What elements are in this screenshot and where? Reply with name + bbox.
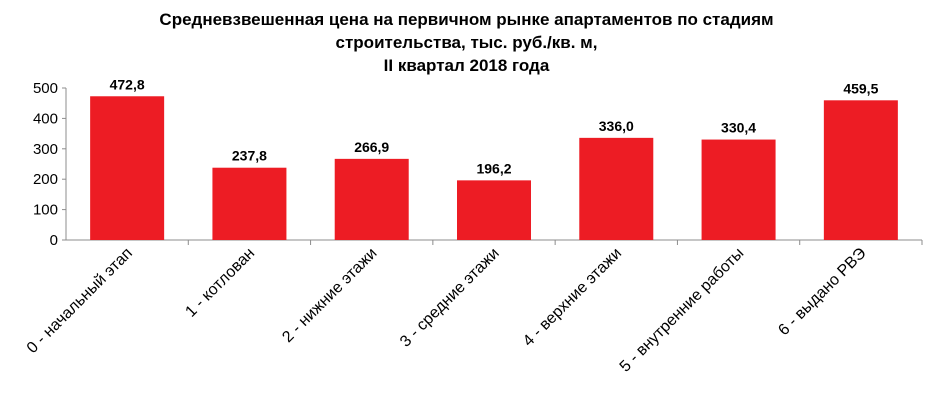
bar — [457, 180, 531, 240]
chart-title-line-1: Средневзвешенная цена на первичном рынке… — [159, 10, 774, 29]
data-label: 196,2 — [476, 160, 511, 176]
data-label: 237,8 — [232, 148, 267, 164]
chart-title-line-3: II квартал 2018 года — [383, 56, 550, 75]
category-label: 0 - начальный этап — [24, 245, 136, 357]
y-tick-label: 300 — [33, 141, 58, 158]
data-label: 266,9 — [354, 139, 389, 155]
y-tick-label: 500 — [33, 80, 58, 97]
y-tick-label: 400 — [33, 110, 58, 127]
data-label: 336,0 — [599, 118, 634, 134]
bar — [212, 167, 287, 240]
data-label: 459,5 — [843, 80, 878, 96]
y-tick-label: 200 — [33, 171, 58, 188]
bar — [334, 158, 409, 240]
category-label: 2 - нижние этажи — [279, 245, 380, 346]
category-label: 3 - средние этажи — [397, 245, 503, 351]
category-label: 4 - верхние этажи — [520, 245, 625, 350]
category-label: 5 - внутренние работы — [617, 245, 748, 376]
bar — [90, 96, 165, 240]
data-label: 472,8 — [110, 76, 145, 92]
data-label: 330,4 — [721, 120, 756, 136]
category-label: 6 - выдано РВЭ — [775, 245, 869, 339]
bar — [579, 137, 654, 240]
chart-title-line-2: строительства, тыс. руб./кв. м, — [335, 33, 598, 52]
category-label: 1 - котлован — [182, 245, 258, 321]
y-tick-label: 100 — [33, 202, 58, 219]
bar — [823, 100, 898, 240]
bar — [701, 139, 776, 240]
y-tick-label: 0 — [50, 232, 58, 249]
